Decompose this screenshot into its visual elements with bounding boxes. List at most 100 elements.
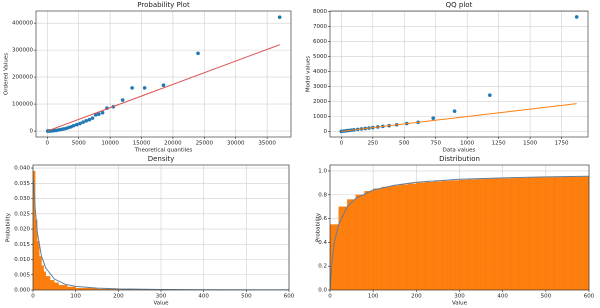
y-tick-label: 0	[30, 129, 34, 135]
point	[431, 116, 436, 120]
y-tick-label: 0.000	[14, 288, 30, 294]
x-tick-label: 10000	[101, 141, 119, 147]
x-tick-label: 300	[156, 294, 167, 300]
plot-area	[330, 175, 589, 290]
y-tick-label: 1000	[313, 114, 327, 120]
panel: Distribution Value Probability 0 100 200 300 40…	[316, 155, 595, 307]
y-tick-label: 0.8	[318, 192, 327, 198]
bar	[571, 176, 581, 290]
bar	[424, 181, 434, 290]
bar	[39, 256, 42, 290]
bar	[347, 199, 357, 290]
point	[488, 93, 492, 97]
point	[142, 86, 147, 90]
y-tick-label: 0.040	[14, 166, 30, 172]
y-tick-label: 0.005	[14, 272, 30, 278]
y-tick-label: 0.030	[14, 196, 30, 202]
panel-title: Density	[148, 155, 175, 163]
curve	[330, 175, 589, 290]
fit-line	[341, 103, 577, 132]
frame	[329, 10, 589, 138]
x-tick-label: 500	[399, 141, 410, 147]
x-tick-label: 500	[241, 294, 252, 300]
frame	[35, 10, 292, 138]
x-tick-label: 0	[328, 294, 332, 300]
bar	[562, 176, 572, 290]
point	[84, 119, 89, 123]
x-tick-label: 100	[368, 294, 379, 300]
point	[78, 121, 82, 126]
point	[93, 113, 98, 117]
x-axis-label: Data values	[443, 148, 476, 154]
frame	[32, 164, 290, 291]
x-tick-label: 200	[411, 294, 422, 300]
bar	[519, 177, 529, 290]
x-tick-label: 750	[430, 141, 441, 147]
bar	[476, 179, 486, 290]
bar	[381, 186, 391, 290]
bar	[66, 286, 76, 290]
x-tick-label: 15000	[133, 141, 151, 147]
bar	[537, 177, 546, 290]
point	[81, 120, 85, 124]
y-tick-label: 100000	[12, 102, 33, 108]
x-tick-label: 300	[454, 294, 465, 300]
panel-title: QQ plot	[446, 1, 473, 9]
panel: Density Value Probability 0 100 200 300 400 500 6…	[6, 155, 295, 307]
y-tick-label: 8000	[313, 9, 327, 15]
point	[100, 110, 105, 115]
x-tick-label: 1750	[555, 141, 569, 147]
panel: QQ plot Data values Model values 0 250 500 750…	[306, 1, 589, 154]
y-axis-label: Probability	[6, 212, 12, 242]
bar	[338, 206, 348, 290]
bar	[43, 271, 46, 290]
point	[452, 109, 457, 113]
point	[120, 98, 125, 102]
bar	[390, 185, 400, 290]
y-tick-label: 0.015	[14, 242, 30, 248]
y-tick-label: 6000	[313, 39, 327, 45]
bar	[364, 191, 374, 290]
y-tick-label: 2000	[313, 99, 327, 105]
bar	[355, 194, 365, 290]
plot-area	[45, 15, 282, 133]
bar	[330, 224, 339, 290]
bar	[545, 177, 555, 290]
y-tick-label: 0	[324, 129, 328, 135]
bar	[580, 176, 589, 290]
bar	[407, 183, 417, 290]
x-tick-label: 1250	[492, 141, 506, 147]
y-tick-label: 5000	[313, 54, 327, 60]
y-axis-label: Model values	[306, 56, 312, 92]
bar	[528, 177, 538, 290]
point	[196, 51, 200, 56]
y-axis-label: Ordered Values	[4, 53, 10, 95]
x-tick-label: 400	[497, 294, 508, 300]
bar	[433, 181, 443, 290]
x-tick-label: 1500	[523, 141, 537, 147]
x-tick-label: 30000	[227, 141, 245, 147]
point	[87, 117, 92, 122]
curve	[33, 180, 289, 290]
bar	[58, 284, 68, 290]
y-tick-label: 0.6	[318, 216, 327, 222]
x-tick-label: 35000	[258, 141, 276, 147]
bar	[54, 282, 59, 290]
frame	[329, 164, 590, 291]
x-tick-label: 400	[198, 294, 209, 300]
bar	[37, 241, 40, 290]
y-tick-label: 4000	[313, 69, 327, 75]
point	[90, 116, 95, 120]
x-axis-label: Value	[452, 301, 468, 307]
x-tick-label: 20000	[164, 141, 182, 147]
bar	[485, 178, 495, 290]
bar	[467, 179, 477, 290]
point	[277, 15, 282, 20]
y-axis-label: Probability	[316, 212, 322, 242]
bar	[442, 180, 452, 290]
x-tick-label: 1000	[460, 141, 474, 147]
bar	[49, 280, 55, 290]
x-tick-label: 200	[113, 294, 124, 300]
x-tick-label: 0	[340, 141, 344, 147]
